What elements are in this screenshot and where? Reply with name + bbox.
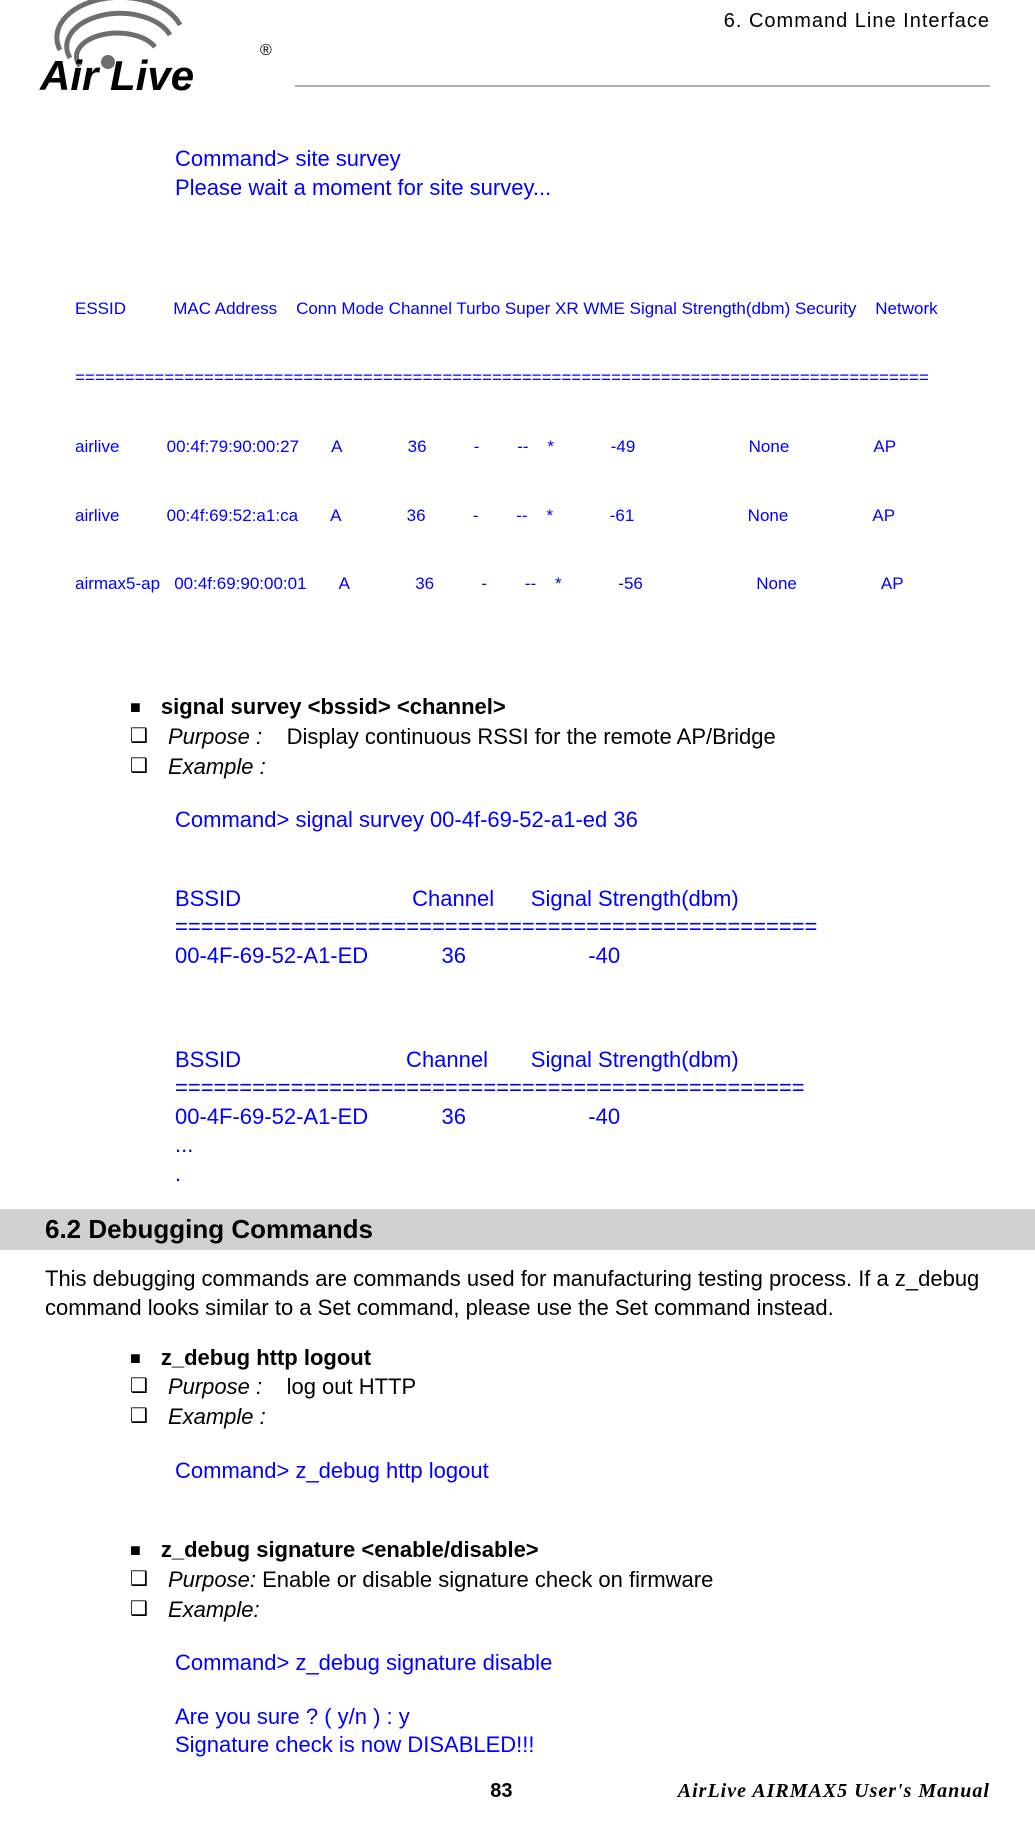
table-separator: ========================================… xyxy=(75,367,990,390)
site-survey-table: ESSID MAC Address Conn Mode Channel Turb… xyxy=(75,252,990,642)
purpose-label: Purpose : xyxy=(168,1374,262,1399)
table-row: airmax5-ap 00:4f:69:90:00:01 A 36 - -- *… xyxy=(75,573,990,596)
header-rule xyxy=(295,85,990,87)
rssi-block1-row: 00-4F-69-52-A1-ED 36 -40 xyxy=(175,942,990,971)
svg-text:®: ® xyxy=(260,42,272,59)
table-row: airlive 00:4f:79:90:00:27 A 36 - -- * -4… xyxy=(75,436,990,459)
zdebug-sig-cmd: Command> z_debug signature disable xyxy=(175,1649,990,1678)
zdebug-sig-example: Example: xyxy=(130,1595,990,1625)
page-number: 83 xyxy=(210,1780,512,1803)
zdebug-http-example: Example : xyxy=(130,1402,990,1432)
purpose-label: Purpose: xyxy=(168,1567,256,1592)
rssi-block1-header: BSSID Channel Signal Strength(dbm) xyxy=(175,885,990,914)
rssi-block2-row: 00-4F-69-52-A1-ED 36 -40 xyxy=(175,1103,990,1132)
signal-survey-cmd: Command> signal survey 00-4f-69-52-a1-ed… xyxy=(175,806,990,835)
rssi-block2-sep: ========================================… xyxy=(175,1074,990,1103)
signal-survey-heading: signal survey <bssid> <channel> xyxy=(130,692,990,722)
signal-survey-example: Example : xyxy=(130,752,990,782)
example-label: Example : xyxy=(168,1402,266,1432)
section-6-2-heading: 6.2 Debugging Commands xyxy=(0,1209,1035,1251)
chapter-label: 6. Command Line Interface xyxy=(724,10,990,33)
example-label: Example: xyxy=(168,1595,260,1625)
site-survey-wait: Please wait a moment for site survey... xyxy=(175,174,990,203)
zdebug-sig-result: Signature check is now DISABLED!!! xyxy=(175,1731,990,1760)
zdebug-sig-confirm: Are you sure ? ( y/n ) : y xyxy=(175,1703,990,1732)
airlive-logo: Air Live ® xyxy=(30,0,290,105)
svg-text:Air Live: Air Live xyxy=(39,52,194,99)
page-footer: 83 AirLive AIRMAX5 User's Manual xyxy=(45,1780,990,1803)
zdebug-sig-heading: z_debug signature <enable/disable> xyxy=(130,1535,990,1565)
purpose-text: Enable or disable signature check on fir… xyxy=(256,1567,713,1592)
table-header: ESSID MAC Address Conn Mode Channel Turb… xyxy=(75,298,990,321)
zdebug-http-title: z_debug http logout xyxy=(161,1343,371,1373)
signal-survey-title: signal survey <bssid> <channel> xyxy=(161,692,506,722)
purpose-text: log out HTTP xyxy=(287,1374,417,1399)
rssi-block2-header: BSSID Channel Signal Strength(dbm) xyxy=(175,1046,990,1075)
zdebug-http-purpose: Purpose : log out HTTP xyxy=(130,1372,990,1402)
zdebug-http-cmd: Command> z_debug http logout xyxy=(175,1457,990,1486)
page-header: 6. Command Line Interface Air Live ® xyxy=(45,0,990,115)
example-label: Example : xyxy=(168,752,266,782)
zdebug-http-heading: z_debug http logout xyxy=(130,1343,990,1373)
purpose-label: Purpose : xyxy=(168,724,262,749)
zdebug-sig-title: z_debug signature <enable/disable> xyxy=(161,1535,539,1565)
page-body: Command> site survey Please wait a momen… xyxy=(45,145,990,1760)
section-6-2-intro: This debugging commands are commands use… xyxy=(45,1265,990,1322)
signal-survey-purpose: Purpose : Display continuous RSSI for th… xyxy=(130,722,990,752)
purpose-text: Display continuous RSSI for the remote A… xyxy=(287,724,776,749)
rssi-block1-sep: ========================================… xyxy=(175,913,990,942)
dots: . xyxy=(175,1160,990,1189)
manual-title: AirLive AIRMAX5 User's Manual xyxy=(678,1780,990,1803)
table-row: airlive 00:4f:69:52:a1:ca A 36 - -- * -6… xyxy=(75,505,990,528)
dots: ... xyxy=(175,1131,990,1160)
zdebug-sig-purpose: Purpose: Enable or disable signature che… xyxy=(130,1565,990,1595)
site-survey-cmd: Command> site survey xyxy=(175,145,990,174)
